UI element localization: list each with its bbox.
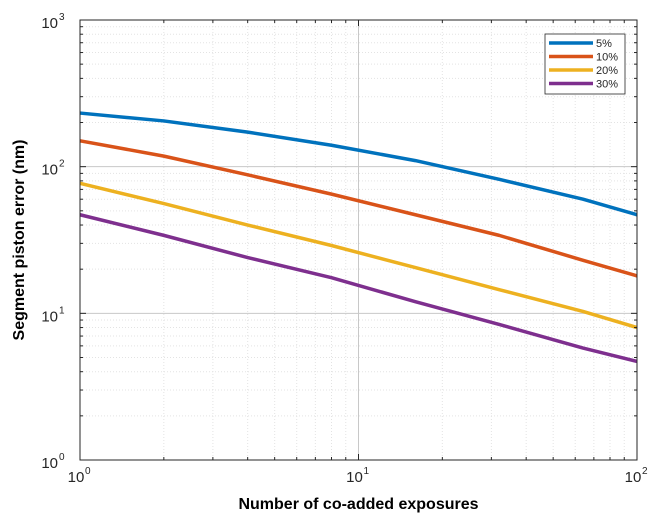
legend: 5% 10%20% 30% (544, 33, 626, 95)
series-line-1 (79, 111, 638, 217)
x-axis-label: Number of co-added exposures (238, 496, 478, 513)
series-lines (79, 111, 638, 364)
y-tick-label-exponent: 1 (59, 305, 65, 316)
y-tick-label-exponent: 0 (59, 452, 65, 463)
x-tick-label-base: 10 (625, 469, 642, 486)
legend-entry: 5% (596, 38, 612, 50)
series-line-3 (79, 181, 638, 330)
tick-marks (79, 19, 638, 461)
legend-entry: 10% (596, 52, 618, 64)
x-tick-label-exponent: 1 (364, 466, 370, 477)
series-line-2 (79, 139, 638, 278)
grid (80, 20, 637, 460)
y-tick-label-base: 10 (41, 162, 58, 179)
y-tick-label-base: 10 (41, 15, 58, 32)
y-tick-label-exponent: 3 (59, 12, 65, 23)
y-tick-label-base: 10 (41, 308, 58, 325)
x-tick-labels: 10 0 10 1 10 2 (68, 466, 648, 486)
y-tick-label-exponent: 2 (59, 159, 65, 170)
series-line-4 (79, 213, 638, 364)
y-axis-label: Segment piston error (nm) (11, 140, 28, 341)
x-tick-label-exponent: 2 (642, 466, 648, 477)
x-tick-label-exponent: 0 (85, 466, 91, 477)
x-tick-label-base: 10 (346, 469, 363, 486)
y-tick-label-base: 10 (41, 455, 58, 472)
x-tick-label-base: 10 (68, 469, 85, 486)
legend-entry: 20% (596, 65, 618, 77)
legend-entry: 30% (596, 79, 618, 91)
